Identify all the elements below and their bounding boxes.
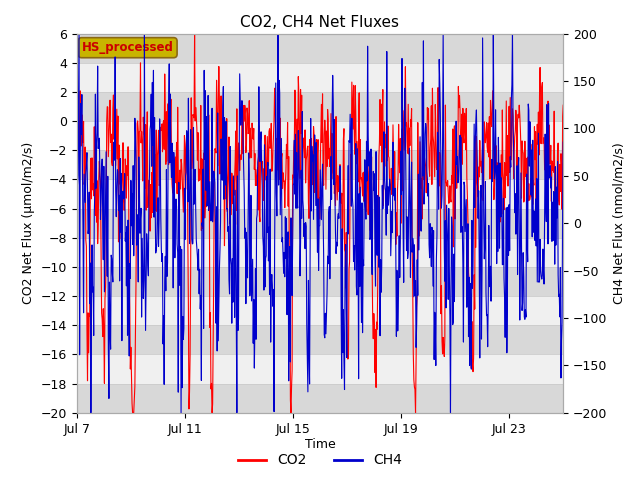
Bar <box>77 267 563 296</box>
Bar <box>77 180 563 209</box>
Legend: CO2, CH4: CO2, CH4 <box>232 448 408 473</box>
Bar <box>77 121 563 150</box>
Y-axis label: CH4 Net Flux (nmol/m2/s): CH4 Net Flux (nmol/m2/s) <box>613 143 626 304</box>
Text: HS_processed: HS_processed <box>82 41 173 54</box>
Y-axis label: CO2 Net Flux (μmol/m2/s): CO2 Net Flux (μmol/m2/s) <box>22 142 35 304</box>
Bar <box>77 325 563 354</box>
Bar <box>77 63 563 92</box>
Bar <box>77 238 563 267</box>
Bar <box>77 34 563 63</box>
Bar <box>77 384 563 413</box>
Bar <box>77 92 563 121</box>
Title: CO2, CH4 Net Fluxes: CO2, CH4 Net Fluxes <box>241 15 399 30</box>
Bar <box>77 150 563 180</box>
Bar <box>77 209 563 238</box>
X-axis label: Time: Time <box>305 438 335 451</box>
Bar <box>77 296 563 325</box>
Bar <box>77 354 563 384</box>
